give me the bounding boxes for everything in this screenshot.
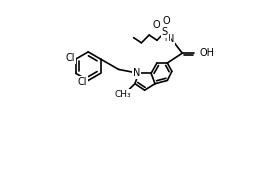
Text: CH₃: CH₃ — [115, 90, 132, 99]
Text: O: O — [152, 20, 160, 30]
Text: OH: OH — [199, 48, 214, 58]
Text: N: N — [133, 68, 140, 78]
Text: S: S — [162, 27, 168, 37]
Text: Cl: Cl — [78, 77, 87, 87]
Text: N: N — [167, 34, 174, 44]
Text: O: O — [162, 16, 170, 26]
Text: H: H — [165, 35, 170, 43]
Text: Cl: Cl — [65, 53, 75, 63]
